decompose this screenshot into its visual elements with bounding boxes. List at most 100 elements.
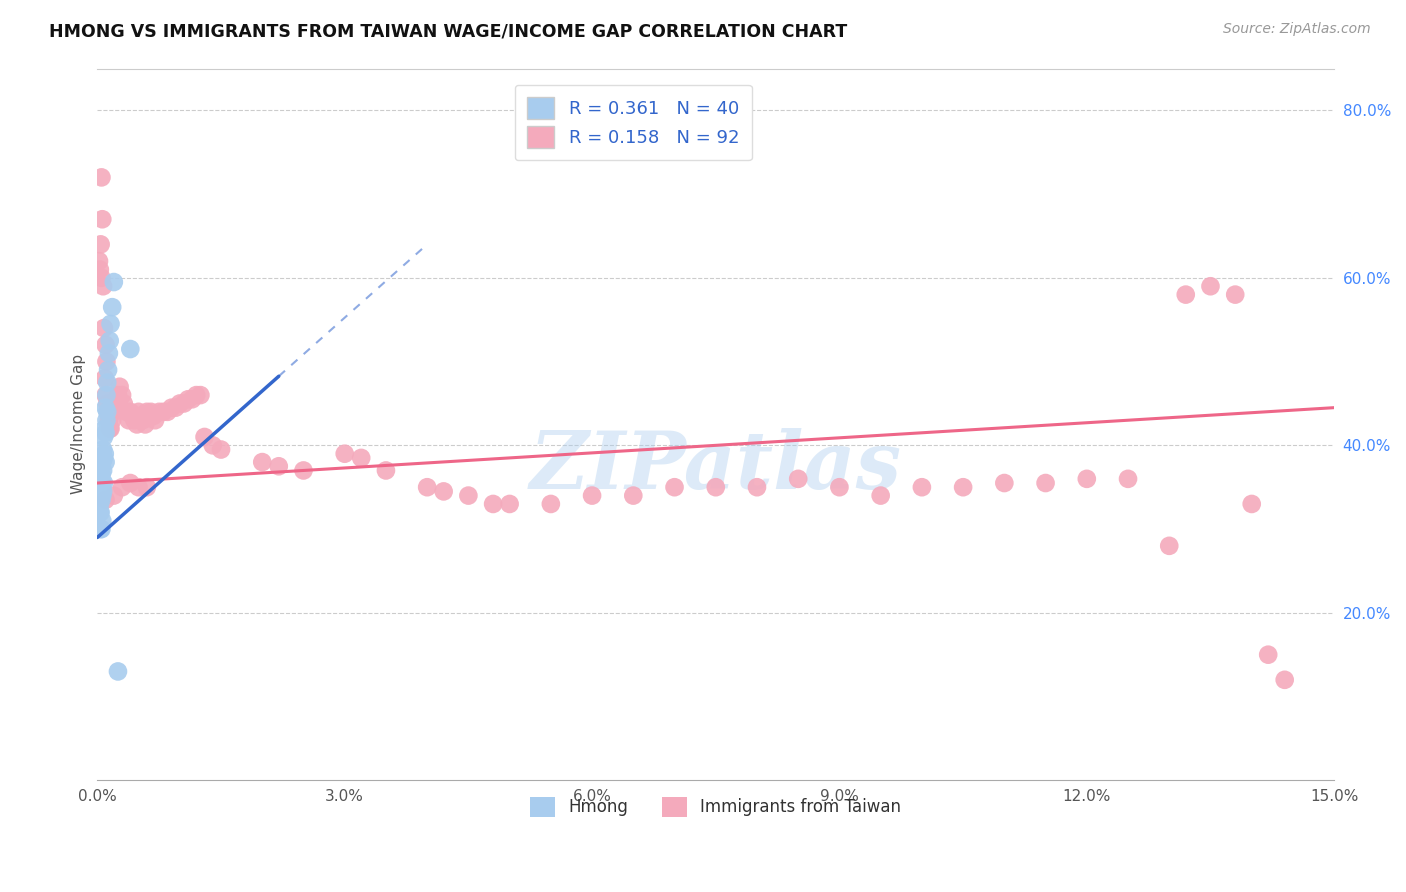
Point [131, 413, 153, 427]
Point [94, 388, 117, 402]
Point [129, 409, 152, 423]
Point [94, 447, 117, 461]
Point [148, 405, 170, 419]
Legend: Hmong, Immigrants from Taiwan: Hmong, Immigrants from Taiwan [522, 789, 910, 825]
Point [124, 413, 146, 427]
Point [91, 279, 114, 293]
Point [90, 480, 112, 494]
Point [1225, 287, 1247, 301]
Point [91, 489, 114, 503]
Point [1116, 472, 1139, 486]
Point [540, 497, 562, 511]
Point [143, 413, 166, 427]
Point [90, 505, 112, 519]
Point [139, 405, 162, 419]
Point [993, 476, 1015, 491]
Point [108, 380, 131, 394]
Point [90, 522, 112, 536]
Point [94, 338, 117, 352]
Point [107, 665, 129, 679]
Point [169, 396, 191, 410]
Point [1240, 497, 1263, 511]
Point [90, 170, 112, 185]
Point [181, 392, 204, 407]
Point [156, 405, 179, 419]
Point [828, 480, 851, 494]
Point [93, 476, 115, 491]
Point [107, 388, 129, 402]
Text: ZIPatlas: ZIPatlas [530, 428, 901, 506]
Point [96, 396, 118, 410]
Point [89, 489, 111, 503]
Point [87, 254, 110, 268]
Point [911, 480, 934, 494]
Point [103, 405, 125, 419]
Point [94, 421, 117, 435]
Point [292, 463, 315, 477]
Point [704, 480, 727, 494]
Point [1199, 279, 1222, 293]
Point [787, 472, 810, 486]
Point [90, 467, 112, 482]
Point [621, 489, 644, 503]
Point [90, 522, 112, 536]
Point [135, 480, 157, 494]
Point [581, 489, 603, 503]
Point [90, 489, 112, 503]
Point [91, 455, 114, 469]
Point [745, 480, 768, 494]
Point [193, 430, 215, 444]
Point [94, 455, 117, 469]
Point [97, 405, 120, 419]
Point [333, 447, 356, 461]
Point [120, 405, 142, 419]
Point [91, 212, 114, 227]
Point [115, 405, 138, 419]
Point [952, 480, 974, 494]
Point [118, 413, 141, 427]
Point [91, 514, 114, 528]
Point [482, 497, 505, 511]
Point [1076, 472, 1098, 486]
Point [498, 497, 520, 511]
Point [98, 421, 121, 435]
Point [91, 442, 114, 457]
Point [111, 480, 134, 494]
Point [121, 409, 143, 423]
Point [120, 342, 142, 356]
Point [98, 334, 121, 348]
Point [374, 463, 396, 477]
Point [152, 405, 174, 419]
Point [267, 459, 290, 474]
Point [89, 262, 111, 277]
Point [111, 388, 134, 402]
Point [103, 275, 125, 289]
Point [135, 405, 157, 419]
Point [96, 354, 118, 368]
Point [209, 442, 232, 457]
Point [101, 413, 124, 427]
Point [112, 396, 135, 410]
Point [173, 396, 195, 410]
Text: HMONG VS IMMIGRANTS FROM TAIWAN WAGE/INCOME GAP CORRELATION CHART: HMONG VS IMMIGRANTS FROM TAIWAN WAGE/INC… [49, 22, 848, 40]
Point [100, 421, 122, 435]
Point [201, 438, 224, 452]
Point [96, 405, 118, 419]
Point [93, 450, 115, 465]
Point [101, 300, 124, 314]
Point [90, 237, 112, 252]
Point [120, 476, 142, 491]
Point [96, 413, 118, 427]
Point [186, 388, 208, 402]
Point [93, 430, 115, 444]
Point [91, 463, 114, 477]
Point [97, 346, 120, 360]
Point [90, 476, 112, 491]
Point [87, 492, 110, 507]
Point [91, 484, 114, 499]
Point [190, 388, 212, 402]
Point [1159, 539, 1181, 553]
Point [125, 417, 148, 432]
Point [1174, 287, 1197, 301]
Point [252, 455, 274, 469]
